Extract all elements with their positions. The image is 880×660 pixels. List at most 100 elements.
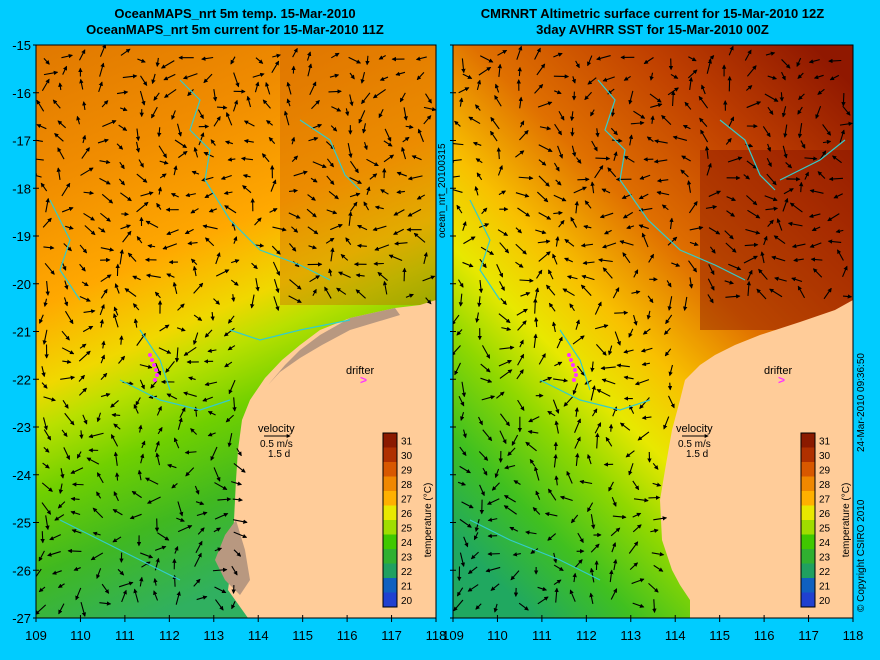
current-arrow	[653, 516, 668, 521]
current-arrow	[641, 415, 652, 420]
current-arrow	[393, 209, 405, 216]
current-arrow	[534, 466, 540, 481]
current-arrow	[628, 328, 634, 338]
current-arrow	[623, 75, 631, 81]
colorbar-tick-label: 29	[819, 465, 831, 476]
lon-tick-label: 118	[843, 628, 864, 643]
current-arrow	[669, 217, 674, 230]
current-arrow	[36, 568, 42, 582]
current-arrow	[539, 126, 552, 131]
current-arrow	[453, 599, 464, 612]
current-arrow	[641, 232, 649, 248]
current-arrow	[574, 559, 583, 568]
current-arrow	[61, 53, 73, 59]
current-arrow	[170, 193, 179, 198]
current-arrow	[743, 255, 758, 264]
current-arrow	[41, 78, 50, 92]
colorbar-swatch	[383, 433, 397, 448]
current-arrow	[607, 167, 617, 178]
current-arrow	[538, 175, 550, 187]
current-arrow	[453, 189, 463, 193]
current-arrow	[54, 514, 65, 521]
current-arrow	[459, 446, 467, 456]
current-arrow	[159, 173, 167, 179]
current-arrow	[230, 279, 239, 286]
current-arrow	[378, 108, 384, 119]
current-arrow	[140, 75, 148, 87]
current-arrow	[166, 273, 175, 278]
current-arrow	[546, 284, 556, 296]
current-arrow	[79, 78, 84, 90]
current-arrow	[157, 127, 162, 138]
current-arrow	[688, 56, 697, 62]
current-arrow	[380, 189, 389, 195]
current-arrow	[144, 477, 159, 485]
current-arrow	[791, 277, 803, 283]
current-arrow	[233, 236, 238, 244]
right-time-label: 1.5 d	[686, 449, 708, 460]
current-arrow	[396, 189, 405, 195]
current-arrow	[136, 201, 149, 213]
colorbar-swatch	[801, 534, 815, 550]
current-arrow	[682, 296, 688, 312]
current-arrow	[650, 528, 659, 533]
current-arrow	[518, 96, 523, 109]
current-arrow	[623, 155, 635, 163]
current-arrow	[118, 581, 134, 588]
current-arrow	[494, 95, 502, 107]
current-arrow	[336, 287, 347, 295]
lat-tick-label: -25	[12, 516, 31, 531]
current-arrow	[111, 412, 121, 418]
lon-tick-label: 111	[115, 628, 135, 643]
current-arrow	[349, 160, 359, 174]
current-arrow	[250, 294, 255, 309]
current-arrow	[835, 228, 844, 234]
current-arrow	[650, 103, 663, 108]
current-arrow	[38, 550, 45, 562]
current-arrow	[45, 281, 50, 296]
current-arrow	[349, 94, 354, 107]
current-arrow	[590, 514, 596, 530]
current-arrow	[537, 239, 551, 244]
current-arrow	[516, 45, 523, 60]
current-arrow	[632, 480, 640, 491]
current-arrow	[831, 155, 842, 164]
current-arrow	[643, 57, 654, 65]
current-arrow	[501, 326, 512, 332]
current-arrow	[407, 175, 423, 181]
current-arrow	[79, 387, 87, 396]
current-arrow	[363, 201, 370, 211]
current-arrow	[182, 73, 198, 80]
current-arrow	[474, 519, 480, 532]
current-arrow	[453, 158, 462, 163]
current-arrow	[608, 481, 614, 492]
current-arrow	[518, 602, 529, 611]
current-arrow	[100, 354, 106, 364]
current-arrow	[207, 432, 216, 437]
current-arrow	[528, 416, 540, 423]
current-arrow	[43, 70, 59, 76]
current-arrow	[176, 517, 185, 522]
current-arrow	[517, 399, 525, 411]
current-arrow	[727, 156, 743, 163]
current-arrow	[837, 249, 844, 261]
current-arrow	[402, 136, 410, 143]
current-arrow	[215, 599, 224, 611]
current-arrow	[653, 564, 664, 572]
current-arrow	[746, 195, 758, 206]
current-arrow	[213, 467, 221, 482]
current-arrow	[515, 243, 527, 255]
current-arrow	[828, 58, 842, 64]
current-arrow	[744, 242, 759, 248]
current-arrow	[101, 340, 106, 349]
current-arrow	[594, 165, 604, 179]
current-arrow	[119, 249, 124, 265]
lon-tick-label: 117	[381, 628, 402, 643]
colorbar-tick-label: 22	[401, 567, 413, 578]
current-arrow	[154, 291, 161, 299]
current-arrow	[519, 120, 525, 128]
current-arrow	[456, 204, 463, 214]
current-arrow	[99, 318, 104, 328]
current-arrow	[374, 244, 390, 251]
